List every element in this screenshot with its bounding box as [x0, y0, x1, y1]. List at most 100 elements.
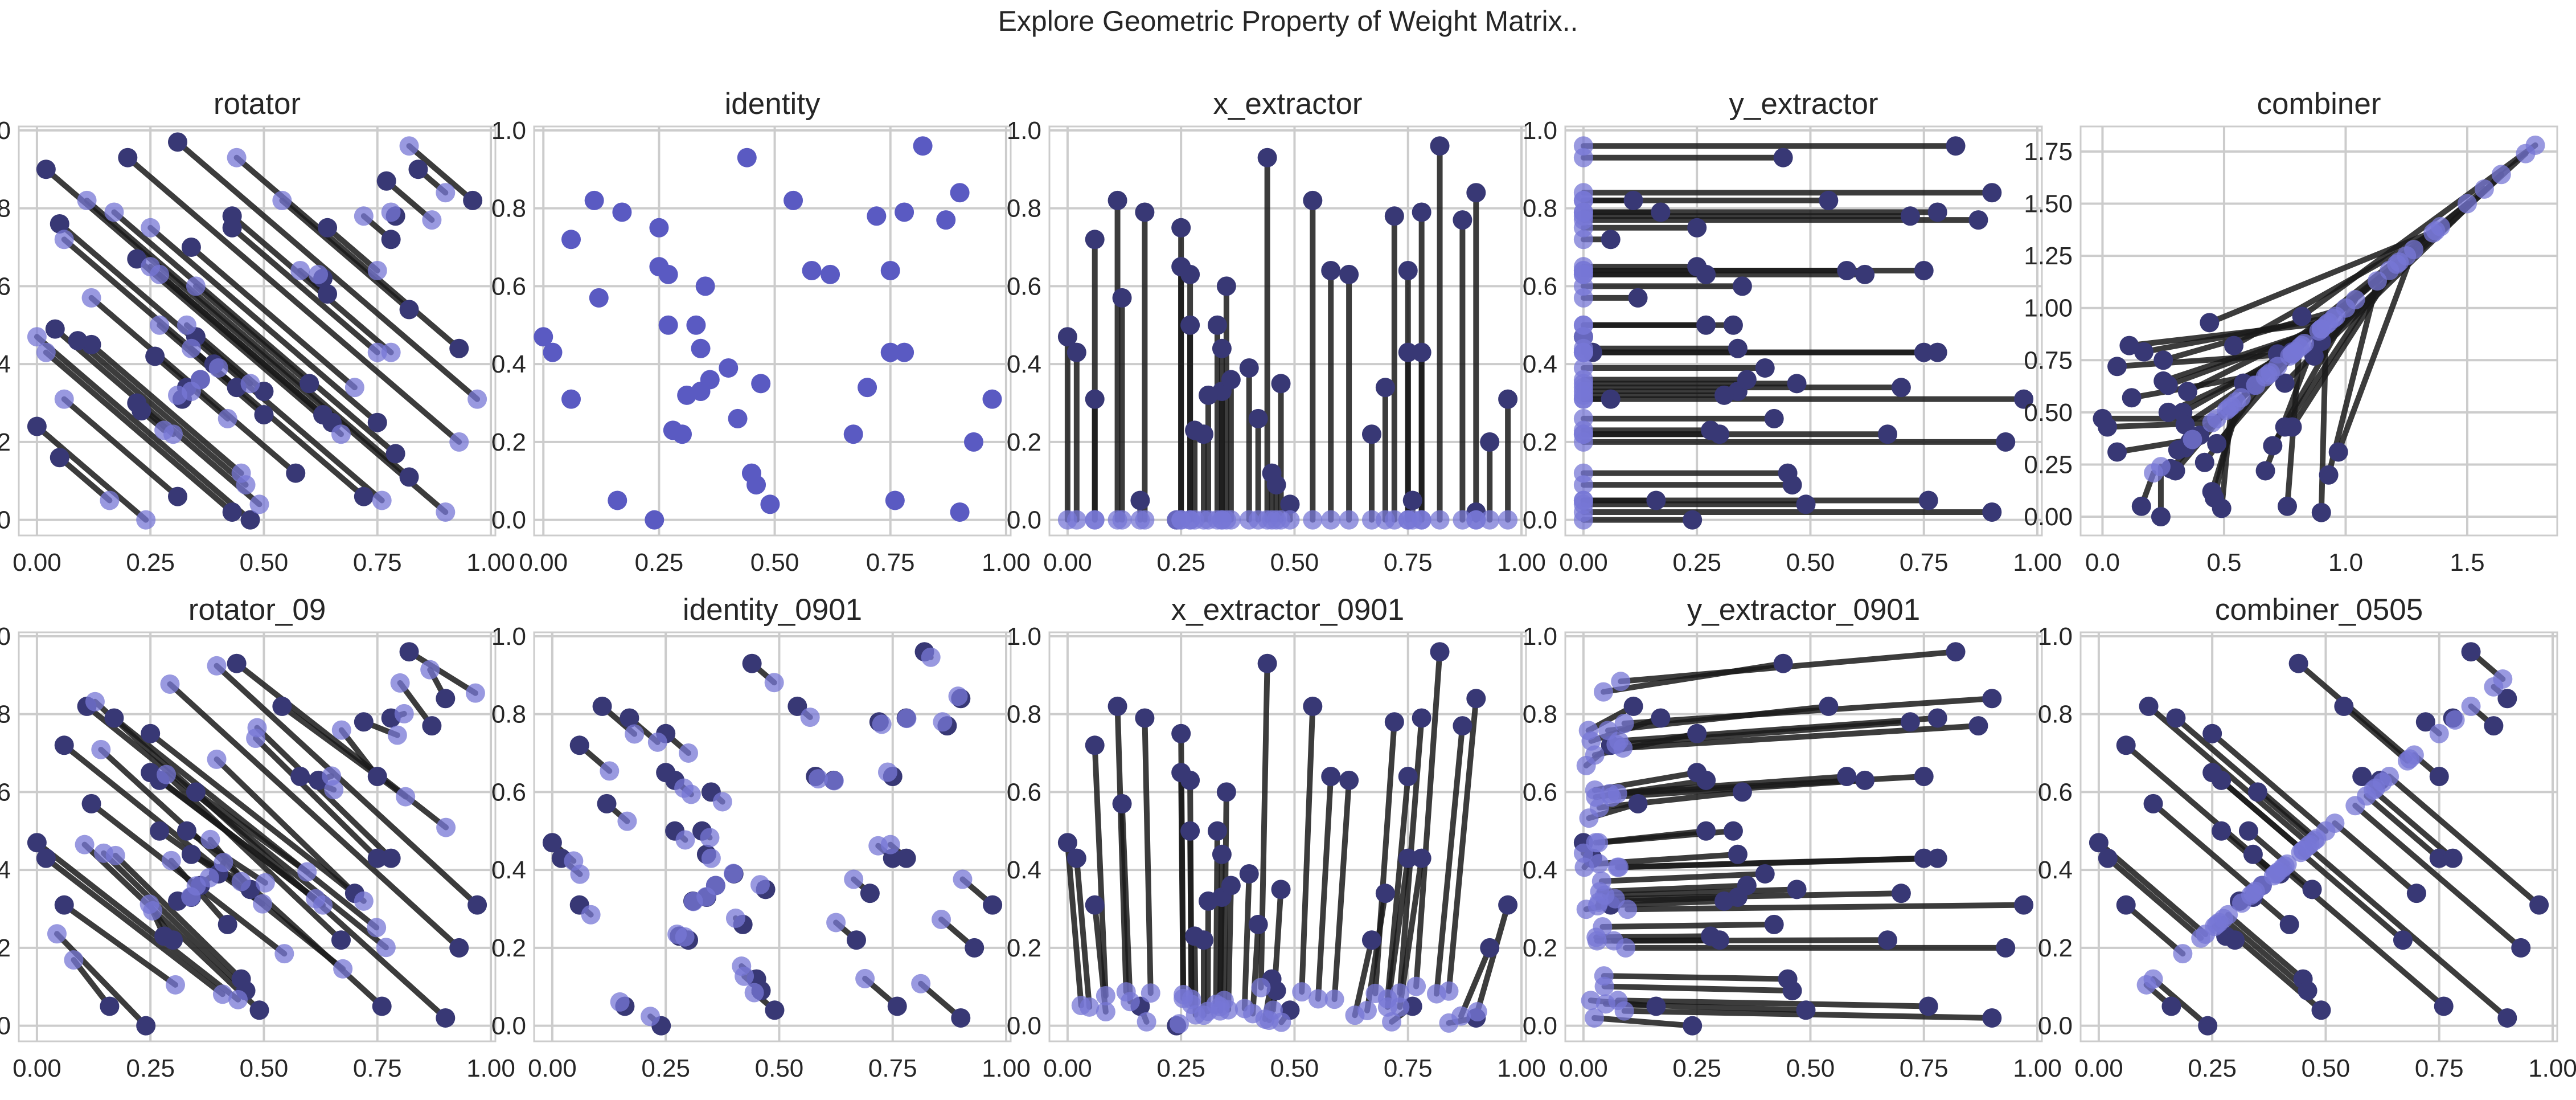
end-point	[36, 848, 56, 868]
end-point	[1877, 930, 1897, 950]
end-point	[1855, 770, 1875, 790]
end-point	[1266, 981, 1286, 1001]
end-point	[222, 206, 242, 226]
end-point	[1398, 848, 1418, 868]
start-point	[641, 1007, 661, 1027]
y-tick-label: 0.2	[491, 934, 526, 962]
end-point	[1303, 696, 1323, 716]
end-point	[2200, 313, 2220, 333]
end-point	[1996, 432, 2016, 452]
data-point	[802, 261, 822, 281]
end-point	[1361, 424, 1381, 444]
panel-x-extractor-0901: 0.00 0.25 0.50 0.75 1.00 0.0 0.2 0.4 0.6 0.8 1.0 x_…	[1007, 593, 1546, 1082]
start-point	[2461, 696, 2481, 716]
end-point	[860, 884, 880, 903]
start-point	[104, 202, 124, 222]
y-tick-label: 1.25	[2024, 242, 2073, 270]
y-tick-label: 0.6	[1523, 272, 1557, 300]
y-tick-label: 0.6	[0, 272, 11, 300]
start-point	[953, 869, 973, 889]
data-point	[885, 490, 905, 510]
segment-line	[1433, 723, 1466, 997]
end-point	[1918, 996, 1938, 1016]
end-point	[2224, 336, 2244, 355]
start-point	[712, 792, 732, 812]
segment-line	[1616, 855, 1941, 870]
end-point	[385, 444, 405, 464]
end-point	[1996, 938, 2016, 958]
start-point	[948, 686, 968, 706]
end-point	[2202, 763, 2222, 783]
end-point	[1819, 190, 1839, 210]
segment-line	[1331, 777, 1352, 1003]
end-point	[1728, 338, 1748, 358]
y-tick-label: 0.8	[491, 195, 526, 223]
segment-line	[2386, 774, 2542, 908]
axes-frame	[1564, 631, 2043, 1042]
end-point	[367, 767, 387, 787]
segment-line	[43, 166, 449, 515]
start-point	[140, 894, 159, 914]
end-point	[1773, 148, 1793, 167]
end-point	[45, 319, 65, 339]
end-point	[36, 160, 56, 179]
start-point	[1292, 982, 1312, 1002]
end-point	[1623, 696, 1643, 716]
y-tick-label: 0.8	[1007, 195, 1041, 223]
start-point	[674, 778, 694, 798]
start-point	[1573, 843, 1593, 863]
start-point	[94, 843, 114, 863]
start-point	[2404, 745, 2424, 765]
segment-line	[253, 735, 380, 861]
end-point	[983, 895, 1003, 915]
end-point	[2207, 434, 2227, 453]
end-point	[1891, 378, 1911, 398]
end-point	[1112, 794, 1132, 813]
end-point	[2429, 848, 2449, 868]
end-point	[1107, 190, 1127, 210]
x-tick-label: 0.25	[1672, 549, 1721, 576]
end-point	[1714, 891, 1734, 911]
end-point	[1480, 432, 1500, 452]
end-point	[1927, 708, 1947, 728]
panel-x-extractor: 0.00 0.25 0.50 0.75 1.00 0.0 0.2 0.4 0.6 0.8 1.0 x_…	[1007, 87, 1546, 576]
start-point	[227, 148, 247, 167]
start-point	[1345, 1005, 1365, 1025]
start-point	[1402, 510, 1422, 530]
start-point	[1080, 997, 1100, 1017]
start-point	[1573, 257, 1593, 277]
y-tick-label: 1.0	[1523, 623, 1557, 651]
start-point	[1085, 510, 1105, 530]
x-tick-label: 1.00	[1497, 549, 1546, 576]
end-point	[1085, 389, 1105, 409]
end-point	[372, 996, 392, 1016]
end-point	[2497, 1008, 2517, 1028]
segment-line	[61, 396, 181, 500]
start-point	[1498, 510, 1518, 530]
axes-frame	[1048, 125, 1527, 537]
end-point	[1877, 424, 1897, 444]
segment-line	[1612, 890, 1904, 902]
start-point	[186, 276, 206, 296]
start-point	[163, 424, 183, 444]
end-point	[1982, 183, 2002, 203]
end-point	[2161, 996, 2181, 1016]
end-point	[181, 237, 201, 257]
segment-line	[163, 771, 344, 943]
segment-line	[1596, 789, 1745, 811]
segment-line	[1241, 870, 1252, 1012]
start-point	[1573, 342, 1593, 362]
segment-line	[1119, 800, 1133, 1005]
start-point	[2457, 194, 2477, 214]
segment-line	[1178, 770, 1187, 1001]
start-point	[2151, 457, 2171, 477]
end-point	[1855, 264, 1875, 284]
start-point	[1266, 510, 1286, 530]
end-point	[367, 412, 387, 432]
panel-title: combiner_0505	[2215, 593, 2423, 627]
y-tick-label: 0.2	[0, 428, 11, 456]
segment-line	[233, 154, 462, 351]
end-point	[1412, 848, 1431, 868]
end-point	[145, 346, 165, 366]
start-point	[2221, 396, 2241, 416]
